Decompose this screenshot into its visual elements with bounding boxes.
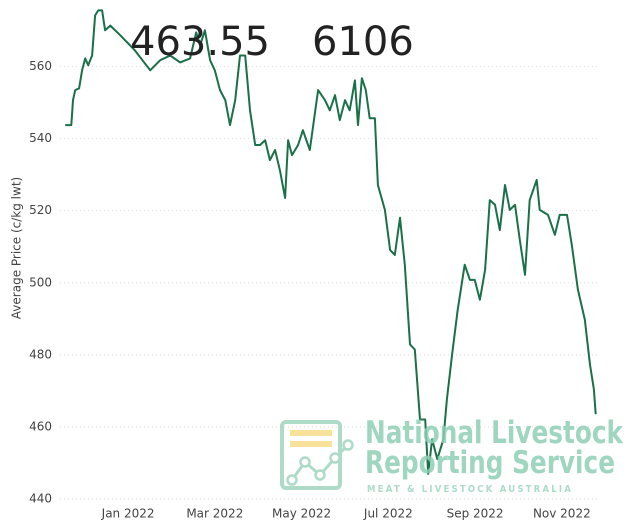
y-tick-label: 440: [29, 492, 52, 506]
y-tick-label: 500: [29, 275, 52, 289]
y-axis-label: Average Price (c/kg lwt): [10, 177, 24, 319]
y-tick-label: 560: [29, 59, 52, 73]
logo-subtitle: MEAT & LIVESTOCK AUSTRALIA: [367, 484, 573, 495]
kpi-value: 6106: [312, 19, 414, 65]
logo-dot: [329, 452, 341, 464]
y-tick-label: 540: [29, 131, 52, 145]
x-tick-label: Sep 2022: [447, 507, 504, 521]
logo-dot: [299, 456, 311, 468]
y-tick-label: 480: [29, 347, 52, 361]
y-tick-label: 520: [29, 203, 52, 217]
logo-dot: [286, 474, 298, 486]
x-tick-label: Jul 2022: [363, 507, 413, 521]
kpi-value: 463.55: [130, 19, 270, 65]
logo-dot: [342, 439, 354, 451]
x-tick-label: Jan 2022: [101, 507, 155, 521]
y-tick-label: 460: [29, 420, 52, 434]
logo-dot: [314, 469, 326, 481]
plot-area: 440 460 480 500 520 540 560 Jan 2022 Mar 2022 May…: [29, 9, 600, 521]
x-tick-label: Mar 2022: [186, 507, 243, 521]
logo-title: National Livestock: [365, 415, 624, 451]
logo-bar: [290, 430, 332, 436]
price-line: [65, 9, 597, 475]
x-tick-label: Nov 2022: [533, 507, 591, 521]
logo-bar: [290, 441, 332, 447]
logo: National Livestock Reporting Service MEA…: [280, 415, 624, 495]
x-tick-label: May 2022: [272, 507, 331, 521]
logo-title: Reporting Service: [365, 445, 615, 481]
